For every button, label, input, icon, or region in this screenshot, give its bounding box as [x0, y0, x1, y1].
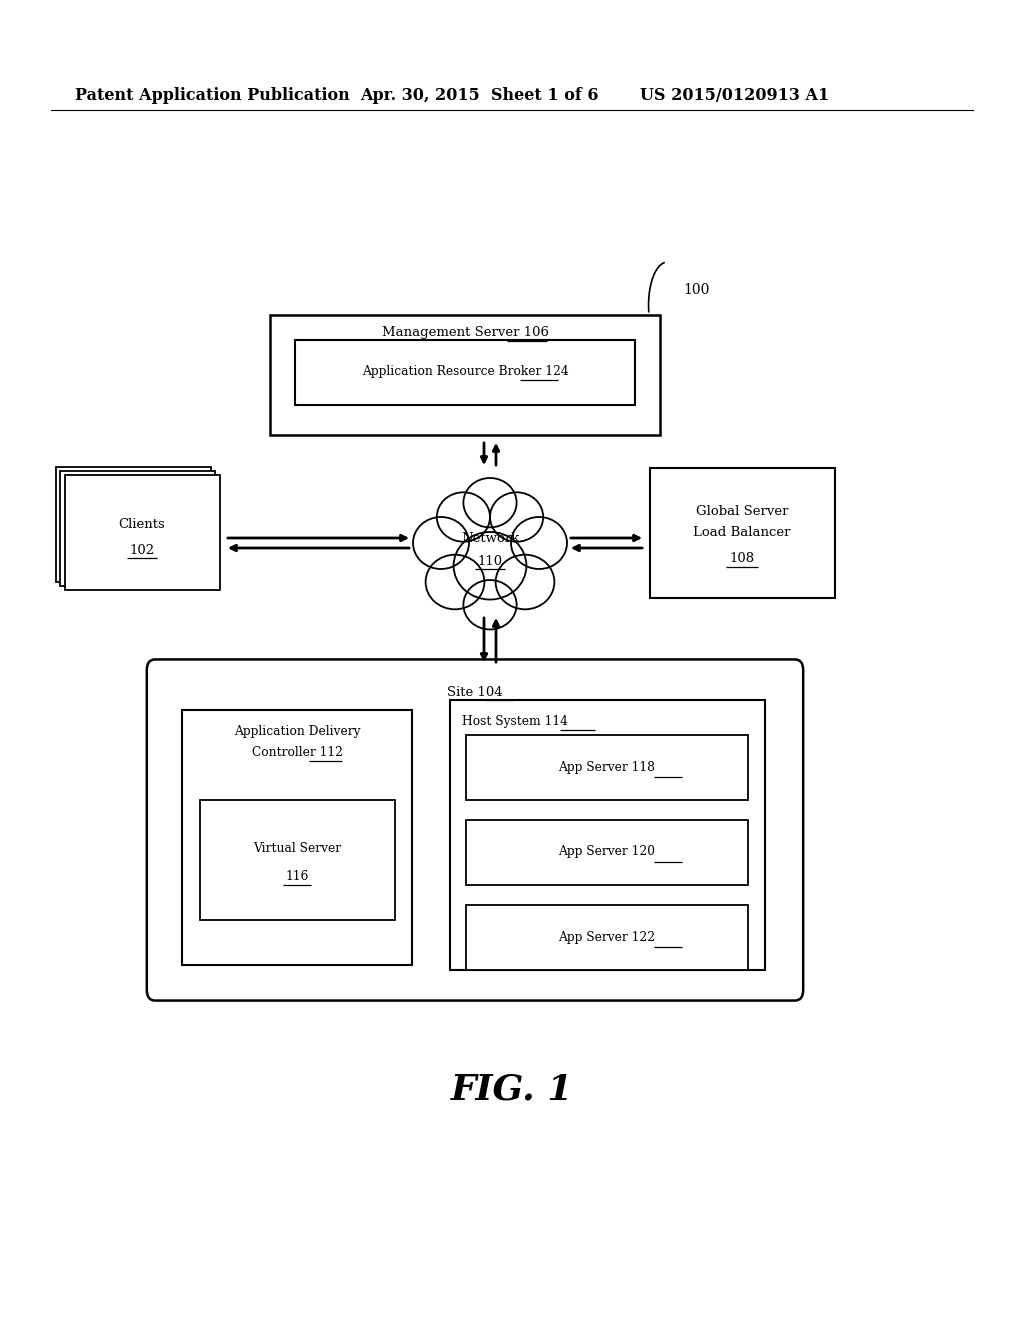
- Text: Network: Network: [461, 532, 519, 544]
- Text: Clients: Clients: [119, 517, 165, 531]
- Ellipse shape: [437, 492, 490, 541]
- Ellipse shape: [496, 554, 554, 610]
- Bar: [466, 735, 748, 800]
- Text: Host System 114: Host System 114: [462, 715, 568, 729]
- Text: Controller 112: Controller 112: [252, 746, 342, 759]
- Bar: [650, 469, 835, 598]
- Text: Global Server: Global Server: [695, 504, 788, 517]
- Text: Patent Application Publication: Patent Application Publication: [75, 87, 350, 103]
- Bar: [200, 800, 395, 920]
- Bar: [466, 820, 748, 884]
- Ellipse shape: [413, 517, 469, 569]
- Bar: [182, 710, 412, 965]
- Text: Virtual Server: Virtual Server: [253, 842, 341, 854]
- Ellipse shape: [490, 492, 543, 541]
- Text: 102: 102: [129, 544, 155, 557]
- FancyBboxPatch shape: [146, 660, 803, 1001]
- Text: App Server 120: App Server 120: [558, 846, 655, 858]
- Ellipse shape: [511, 517, 567, 569]
- Text: Application Delivery: Application Delivery: [233, 726, 360, 738]
- Bar: [270, 315, 660, 436]
- Bar: [60, 471, 215, 586]
- Text: Management Server 106: Management Server 106: [382, 326, 549, 339]
- Ellipse shape: [426, 554, 484, 610]
- Bar: [65, 475, 220, 590]
- Text: Apr. 30, 2015  Sheet 1 of 6: Apr. 30, 2015 Sheet 1 of 6: [360, 87, 598, 103]
- Bar: [450, 700, 765, 970]
- Ellipse shape: [464, 478, 516, 528]
- Text: 110: 110: [477, 554, 503, 568]
- Text: US 2015/0120913 A1: US 2015/0120913 A1: [640, 87, 829, 103]
- Text: App Server 118: App Server 118: [558, 760, 655, 774]
- Bar: [295, 341, 635, 405]
- Text: Site 104: Site 104: [447, 685, 503, 698]
- Text: FIG. 1: FIG. 1: [451, 1073, 573, 1107]
- Text: 100: 100: [683, 282, 710, 297]
- Ellipse shape: [454, 532, 526, 599]
- Text: App Server 122: App Server 122: [558, 931, 655, 944]
- Text: 108: 108: [729, 553, 755, 565]
- Text: 116: 116: [286, 870, 308, 883]
- Text: Load Balancer: Load Balancer: [693, 527, 791, 540]
- Bar: [466, 906, 748, 970]
- Ellipse shape: [464, 579, 516, 630]
- Text: Application Resource Broker 124: Application Resource Broker 124: [361, 366, 568, 379]
- Bar: [56, 467, 211, 582]
